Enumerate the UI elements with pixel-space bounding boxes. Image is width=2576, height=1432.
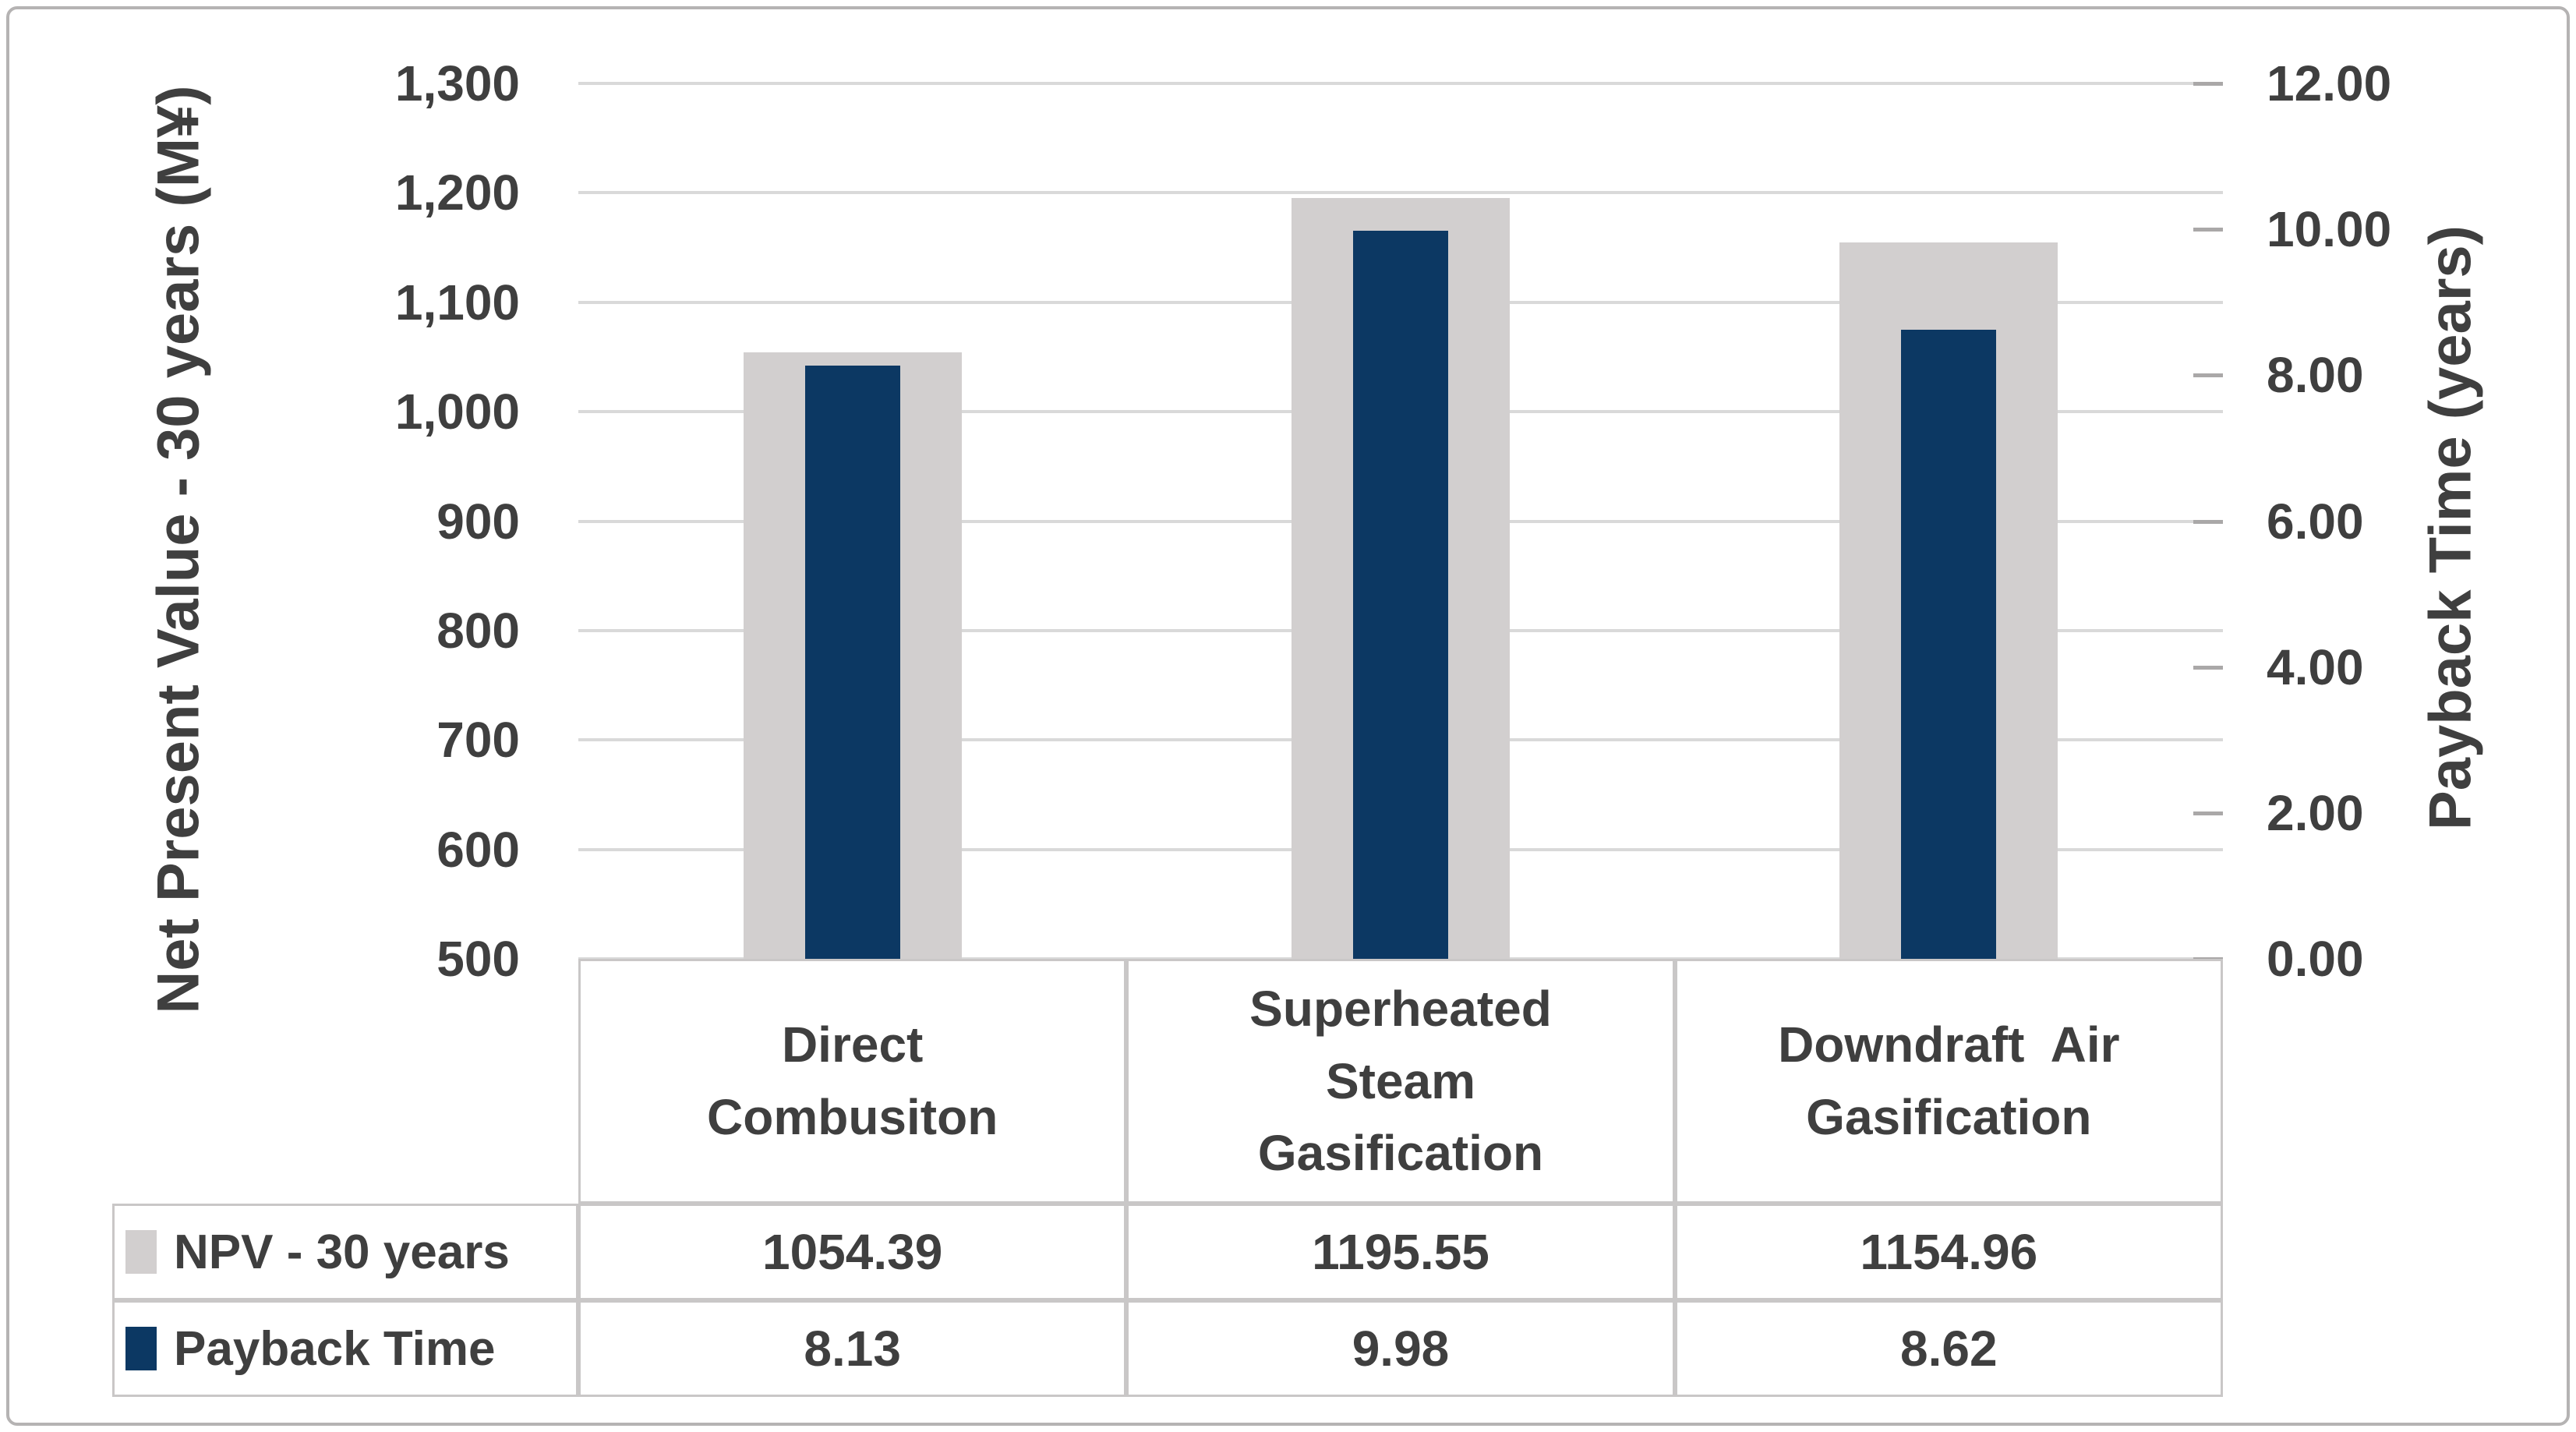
right-tick-label: 6.00 — [2267, 493, 2364, 550]
left-tick-label: 500 — [436, 931, 520, 987]
bar-payback-0 — [804, 366, 900, 959]
legend-swatch-icon — [125, 1327, 157, 1370]
right-axis-tick-mark — [2193, 665, 2223, 670]
right-tick-label: 10.00 — [2267, 201, 2392, 258]
left-tick-label: 800 — [436, 602, 520, 659]
right-axis-tick-mark — [2193, 228, 2223, 232]
gridline — [578, 191, 2223, 195]
bar-payback-1 — [1353, 231, 1448, 959]
legend-swatch-icon — [125, 1230, 157, 1274]
category-cell-1: Superheated Steam Gasification — [1126, 959, 1675, 1204]
plot-area — [578, 82, 2223, 961]
right-axis-tick-mark — [2193, 82, 2223, 86]
gridline — [578, 82, 2223, 85]
right-axis-title: Payback Time (years) — [2417, 225, 2484, 830]
right-tick-label: 0.00 — [2267, 931, 2364, 987]
chart-frame: Net Present Value - 30 years (M¥) Paybac… — [6, 6, 2570, 1426]
legend-label: Payback Time — [174, 1321, 496, 1376]
right-tick-label: 4.00 — [2267, 638, 2364, 695]
right-tick-label: 2.00 — [2267, 784, 2364, 841]
table-category-row: Direct Combusiton Superheated Steam Gasif… — [578, 959, 2223, 1204]
bar-payback-2 — [1901, 330, 1997, 959]
right-tick-label: 12.00 — [2267, 55, 2392, 111]
right-axis-tick-mark — [2193, 519, 2223, 524]
value-cell-0-1: 1195.55 — [1126, 1204, 1675, 1300]
right-tick-label: 8.00 — [2267, 347, 2364, 404]
left-axis-title: Net Present Value - 30 years (M¥) — [145, 85, 212, 1014]
value-cell-0-2: 1154.96 — [1674, 1204, 2223, 1300]
table-series-row-1: Payback Time 8.13 9.98 8.62 — [112, 1300, 2223, 1397]
left-tick-label: 1,300 — [394, 55, 520, 111]
category-cell-2: Downdraft Air Gasification — [1674, 959, 2223, 1204]
left-tick-label: 1,000 — [394, 384, 520, 440]
value-cell-1-0: 8.13 — [578, 1300, 1127, 1397]
legend-cell-1: Payback Time — [112, 1300, 578, 1397]
left-tick-label: 1,100 — [394, 274, 520, 331]
value-cell-0-0: 1054.39 — [578, 1204, 1127, 1300]
left-tick-label: 1,200 — [394, 164, 520, 221]
category-cell-0: Direct Combusiton — [578, 959, 1127, 1204]
value-cell-1-1: 9.98 — [1126, 1300, 1675, 1397]
left-tick-label: 900 — [436, 493, 520, 550]
value-cell-1-2: 8.62 — [1674, 1300, 2223, 1397]
legend-cell-0: NPV - 30 years — [112, 1204, 578, 1300]
right-axis-tick-mark — [2193, 811, 2223, 815]
left-tick-label: 700 — [436, 712, 520, 769]
left-tick-label: 600 — [436, 821, 520, 878]
table-series-row-0: NPV - 30 years 1054.39 1195.55 1154.96 — [112, 1204, 2223, 1300]
right-axis-tick-mark — [2193, 373, 2223, 378]
legend-label: NPV - 30 years — [174, 1225, 510, 1279]
